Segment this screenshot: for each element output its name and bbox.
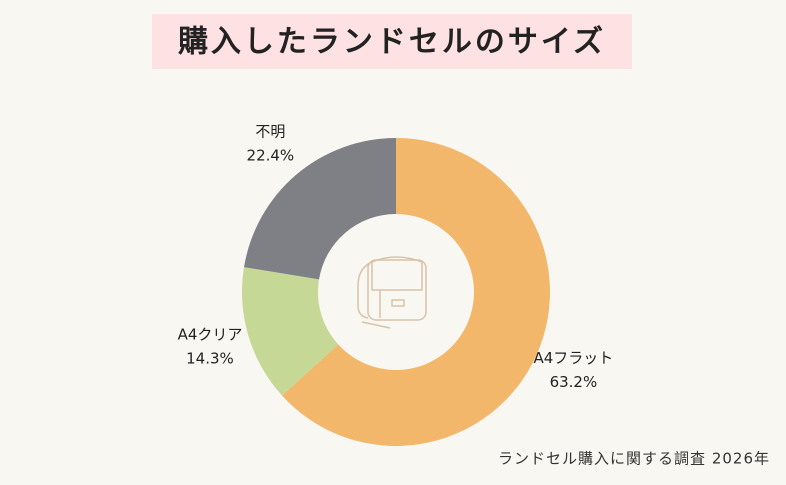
slice-label: 不明 <box>255 123 285 141</box>
source: ランドセル購入に関する調査 2026年 <box>498 450 770 468</box>
slice-label: A4クリア <box>178 326 243 344</box>
chart-title: 購入したランドセルのサイズ <box>178 25 606 60</box>
title-box <box>152 14 632 69</box>
slice-value-label: 22.4% <box>247 147 295 165</box>
backpack-icon <box>357 256 427 329</box>
donut-slice <box>244 138 396 280</box>
slice-value-label: 14.3% <box>186 350 234 368</box>
slice-value-label: 63.2% <box>550 373 598 391</box>
donut-slice <box>282 138 550 446</box>
donut-slice <box>242 267 339 396</box>
slice-label: A4フラット <box>533 349 613 367</box>
